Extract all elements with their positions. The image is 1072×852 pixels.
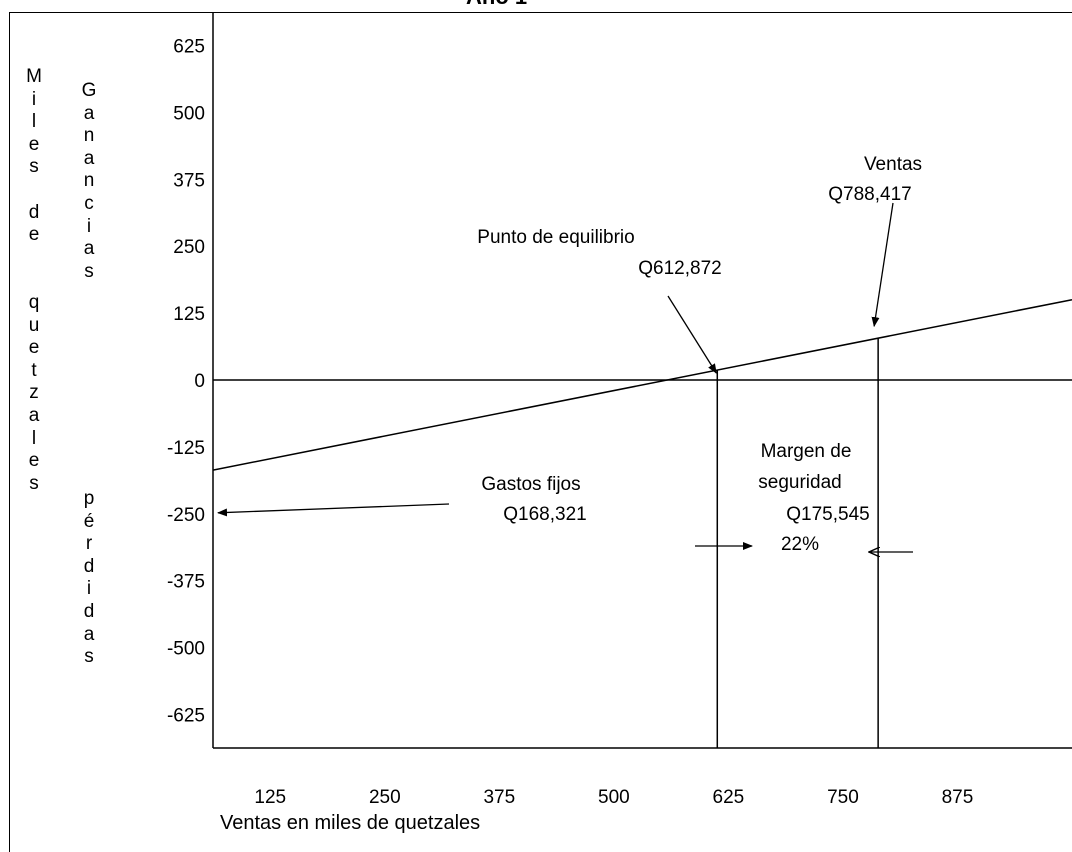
- chart-title: Año 1: [466, 0, 527, 10]
- chart-frame: [9, 12, 1072, 852]
- gastos-label: Gastos fijos: [481, 474, 580, 495]
- y-tick-label: 0: [194, 371, 205, 392]
- gastos-value: Q168,321: [503, 504, 586, 525]
- x-tick-label: 125: [254, 787, 286, 808]
- margen-label-2: seguridad: [758, 472, 841, 493]
- x-tick-label: 750: [827, 787, 859, 808]
- series-line: [212, 298, 1072, 471]
- y-tick-label: -125: [167, 438, 205, 459]
- x-tick-label: 250: [369, 787, 401, 808]
- equilibrio-label: Punto de equilibrio: [477, 227, 634, 248]
- y-tick-label: 250: [173, 237, 205, 258]
- equilibrio-arrow: [667, 295, 717, 374]
- x-tick-label: 375: [483, 787, 515, 808]
- x-tick-label: 500: [598, 787, 630, 808]
- y-tick-label: 500: [173, 103, 205, 124]
- y-tick-label: 375: [173, 170, 205, 191]
- equilibrio-value: Q612,872: [638, 258, 721, 279]
- y-tick-label: -375: [167, 572, 205, 593]
- x-axis-label: Ventas en miles de quetzales: [220, 812, 481, 834]
- x-tick-label: 875: [942, 787, 974, 808]
- ventas-arrow: [871, 202, 894, 328]
- y-axis-label-outer: M i l e s d e q u e t z a l e s: [26, 66, 42, 494]
- y-tick-label: 125: [173, 304, 205, 325]
- gastos-arrow: [217, 503, 450, 517]
- y-tick-label: -500: [167, 639, 205, 660]
- y-tick-label: -625: [167, 706, 205, 727]
- margen-label-1: Margen de: [761, 441, 852, 462]
- margen-value: Q175,545: [786, 504, 869, 525]
- ventas-value: Q788,417: [828, 184, 911, 205]
- y-axis-label-losses: p é r d i d a s: [83, 488, 95, 668]
- margen-percent: 22%: [781, 534, 819, 555]
- x-tick-label: 625: [713, 787, 745, 808]
- y-tick-label: 625: [173, 36, 205, 57]
- y-axis-label-gains: G a n a n c i a s: [81, 80, 97, 282]
- y-tick-label: -250: [167, 505, 205, 526]
- ventas-label: Ventas: [864, 154, 922, 175]
